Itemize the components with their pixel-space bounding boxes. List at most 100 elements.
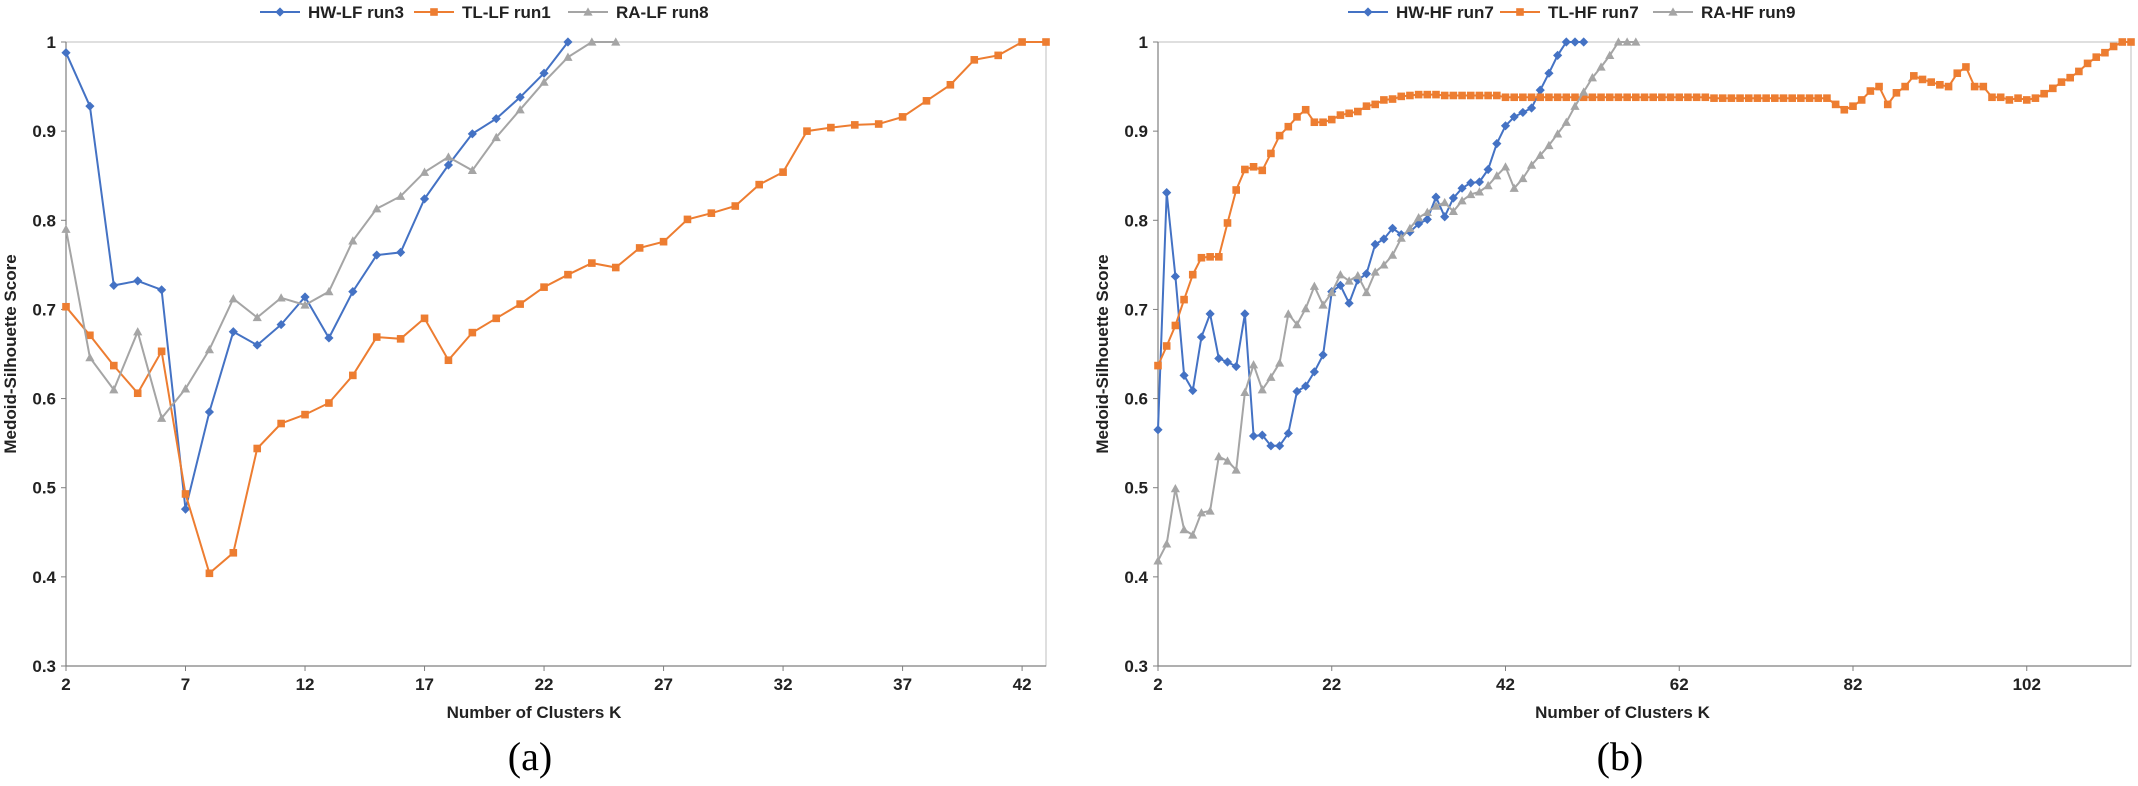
data-point (1597, 93, 1605, 102)
data-point (1257, 385, 1267, 394)
data-point (1666, 93, 1675, 102)
data-point (1526, 160, 1537, 169)
data-point (587, 37, 597, 46)
data-point (1727, 94, 1736, 102)
plot-area-frame (1157, 41, 2132, 667)
data-point (1042, 38, 1050, 46)
y-axis-title: Medoid-Silhouette Score (1093, 254, 1112, 453)
data-point (276, 293, 286, 302)
data-point (1335, 280, 1346, 290)
data-point (1518, 107, 1528, 118)
data-point (1301, 381, 1311, 391)
y-tick-label: 0.4 (32, 568, 56, 587)
y-tick-label: 0.8 (32, 211, 56, 230)
data-point (157, 413, 167, 422)
data-point (1953, 69, 1962, 77)
data-point (563, 52, 573, 61)
data-point (110, 361, 118, 370)
y-tick-label: 0.3 (1124, 657, 1148, 676)
data-point (539, 77, 549, 86)
legend-marker (275, 7, 285, 17)
data-point (228, 294, 238, 303)
data-point (2066, 73, 2074, 82)
data-point (1544, 68, 1554, 78)
y-tick-label: 0.9 (32, 122, 56, 141)
data-point (1500, 121, 1511, 131)
data-point (1309, 367, 1319, 377)
data-point (1275, 131, 1284, 140)
data-point (1179, 370, 1189, 380)
data-point (1510, 93, 1518, 102)
data-point (946, 80, 955, 89)
data-point (516, 300, 524, 308)
data-point (180, 504, 191, 514)
data-point (1162, 342, 1171, 350)
data-point (1309, 281, 1319, 290)
data-point (1223, 219, 1232, 227)
data-point (515, 92, 525, 102)
data-point (372, 204, 382, 213)
data-point (1692, 93, 1701, 102)
x-tick-label: 2 (61, 675, 70, 694)
data-point (1483, 164, 1493, 175)
series-ra-lf-run8 (61, 37, 621, 422)
data-point (1162, 539, 1172, 548)
data-point (1849, 102, 1857, 110)
data-point (1215, 253, 1223, 261)
data-point (1561, 117, 1571, 126)
data-point (2109, 42, 2118, 51)
data-point (1387, 223, 1398, 233)
data-point (2101, 48, 2109, 57)
data-point (779, 168, 787, 176)
data-point (635, 244, 644, 252)
x-tick-label: 37 (893, 675, 912, 694)
data-point (85, 101, 95, 111)
data-point (1397, 92, 1406, 101)
data-point (1379, 234, 1389, 244)
data-point (2014, 94, 2022, 102)
x-tick-label: 82 (1844, 675, 1863, 694)
data-point (1500, 162, 1511, 171)
data-point (372, 250, 382, 260)
data-point (2075, 67, 2083, 76)
data-point (277, 419, 285, 428)
data-point (1422, 214, 1432, 224)
data-point (62, 302, 70, 311)
data-point (1570, 37, 1580, 47)
data-point (1180, 295, 1188, 304)
data-point (1553, 50, 1563, 60)
data-point (1206, 253, 1214, 261)
series-ra-hf-run9 (1153, 37, 1641, 565)
data-point (1353, 270, 1363, 280)
data-point (325, 399, 333, 407)
data-point (2083, 59, 2092, 68)
data-point (1579, 93, 1588, 102)
data-point (443, 152, 454, 161)
data-point (1170, 271, 1180, 282)
data-point (1232, 186, 1240, 194)
data-point (1345, 109, 1353, 118)
y-tick-label: 1 (47, 33, 56, 52)
data-point (2049, 84, 2057, 93)
y-tick-label: 0.5 (1124, 479, 1148, 498)
data-point (1797, 94, 1805, 102)
data-point (300, 300, 310, 309)
data-point (731, 202, 740, 210)
data-point (922, 97, 931, 105)
data-point (970, 56, 979, 64)
data-point (1458, 91, 1466, 100)
data-point (1414, 90, 1423, 99)
data-point (850, 121, 859, 129)
data-point (1561, 37, 1571, 47)
data-point (2022, 96, 2031, 104)
data-point (349, 371, 357, 380)
x-tick-label: 32 (774, 675, 793, 694)
data-point (1892, 89, 1901, 97)
data-point (1153, 556, 1163, 565)
x-tick-label: 102 (2013, 675, 2041, 694)
data-point (1188, 385, 1198, 396)
chart-panel-1: 0.30.40.50.60.70.80.912 7 12 17 22 27 32 37 42Nu… (1, 3, 1050, 779)
data-point (1927, 78, 1935, 86)
data-point (1283, 428, 1293, 438)
data-point (539, 68, 549, 78)
